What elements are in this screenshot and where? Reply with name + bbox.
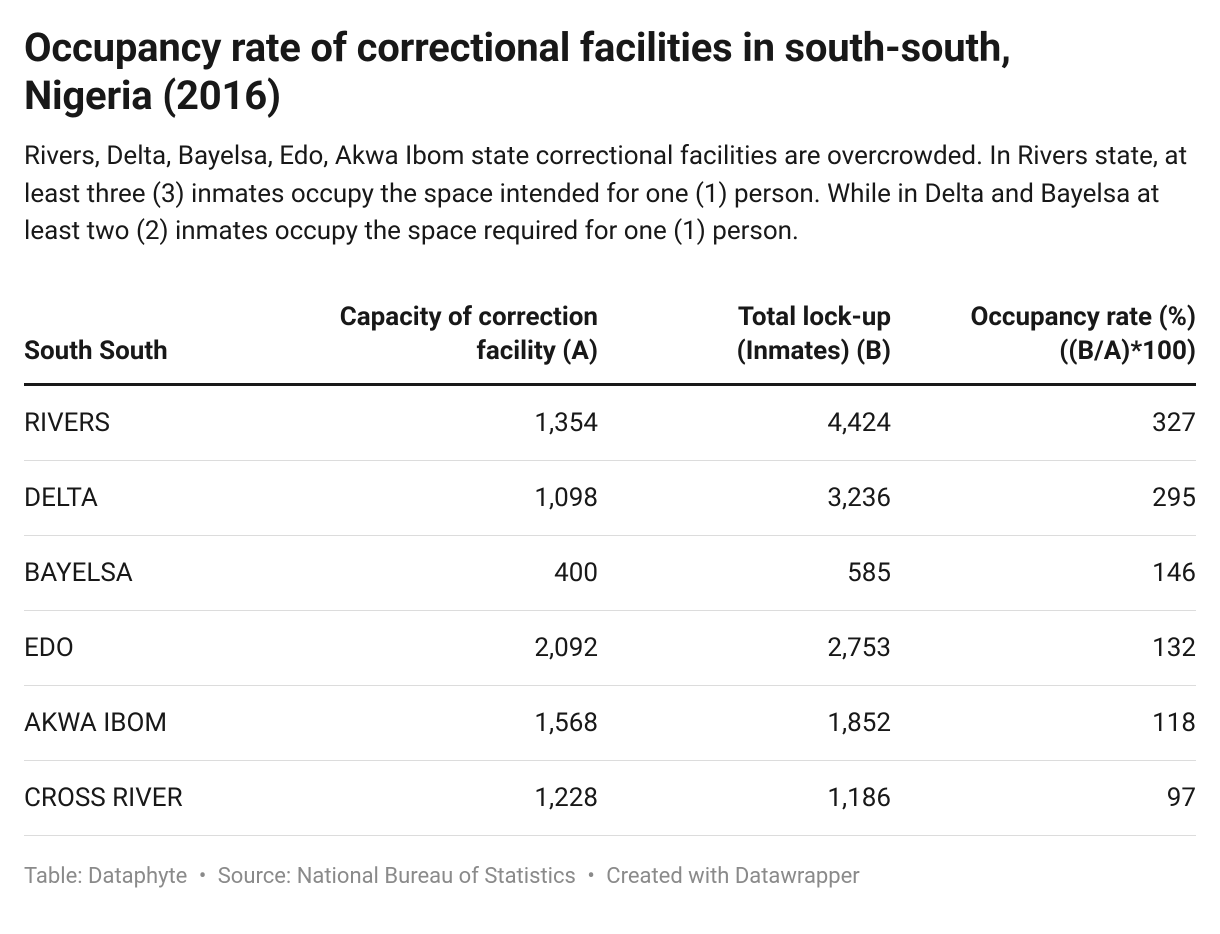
col-header-rate: Occupancy rate (%) ((B/A)*100) <box>903 291 1196 384</box>
footer-separator: • <box>587 864 594 889</box>
cell-capacity: 2,092 <box>305 610 610 685</box>
cell-lockup: 4,424 <box>610 384 903 460</box>
cell-state: DELTA <box>24 460 305 535</box>
page-title: Occupancy rate of correctional facilitie… <box>24 24 1124 120</box>
cell-capacity: 1,098 <box>305 460 610 535</box>
table-row: DELTA 1,098 3,236 295 <box>24 460 1196 535</box>
cell-state: AKWA IBOM <box>24 685 305 760</box>
cell-state: RIVERS <box>24 384 305 460</box>
cell-lockup: 1,186 <box>610 760 903 835</box>
data-table: South South Capacity of correction facil… <box>24 291 1196 836</box>
cell-rate: 118 <box>903 685 1196 760</box>
footer-table-credit: Table: Dataphyte <box>24 864 187 889</box>
cell-capacity: 1,228 <box>305 760 610 835</box>
cell-lockup: 585 <box>610 535 903 610</box>
table-row: EDO 2,092 2,753 132 <box>24 610 1196 685</box>
cell-rate: 327 <box>903 384 1196 460</box>
footer-separator: • <box>199 864 206 889</box>
cell-state: BAYELSA <box>24 535 305 610</box>
cell-capacity: 1,568 <box>305 685 610 760</box>
cell-rate: 132 <box>903 610 1196 685</box>
col-header-lockup: Total lock-up (Inmates) (B) <box>610 291 903 384</box>
table-body: RIVERS 1,354 4,424 327 DELTA 1,098 3,236… <box>24 384 1196 835</box>
table-header: South South Capacity of correction facil… <box>24 291 1196 384</box>
cell-rate: 295 <box>903 460 1196 535</box>
cell-capacity: 1,354 <box>305 384 610 460</box>
cell-lockup: 2,753 <box>610 610 903 685</box>
table-row: AKWA IBOM 1,568 1,852 118 <box>24 685 1196 760</box>
col-header-state: South South <box>24 291 305 384</box>
col-header-capacity: Capacity of correction facility (A) <box>305 291 610 384</box>
footer-source-credit: Source: National Bureau of Statistics <box>218 864 576 889</box>
table-row: BAYELSA 400 585 146 <box>24 535 1196 610</box>
cell-state: CROSS RIVER <box>24 760 305 835</box>
cell-capacity: 400 <box>305 535 610 610</box>
table-row: CROSS RIVER 1,228 1,186 97 <box>24 760 1196 835</box>
cell-rate: 97 <box>903 760 1196 835</box>
table-row: RIVERS 1,354 4,424 327 <box>24 384 1196 460</box>
cell-lockup: 3,236 <box>610 460 903 535</box>
cell-rate: 146 <box>903 535 1196 610</box>
cell-lockup: 1,852 <box>610 685 903 760</box>
cell-state: EDO <box>24 610 305 685</box>
footer-tool-credit: Created with Datawrapper <box>606 864 860 889</box>
attribution-footer: Table: Dataphyte • Source: National Bure… <box>24 864 1196 889</box>
page-subtitle: Rivers, Delta, Bayelsa, Edo, Akwa Ibom s… <box>24 138 1194 251</box>
